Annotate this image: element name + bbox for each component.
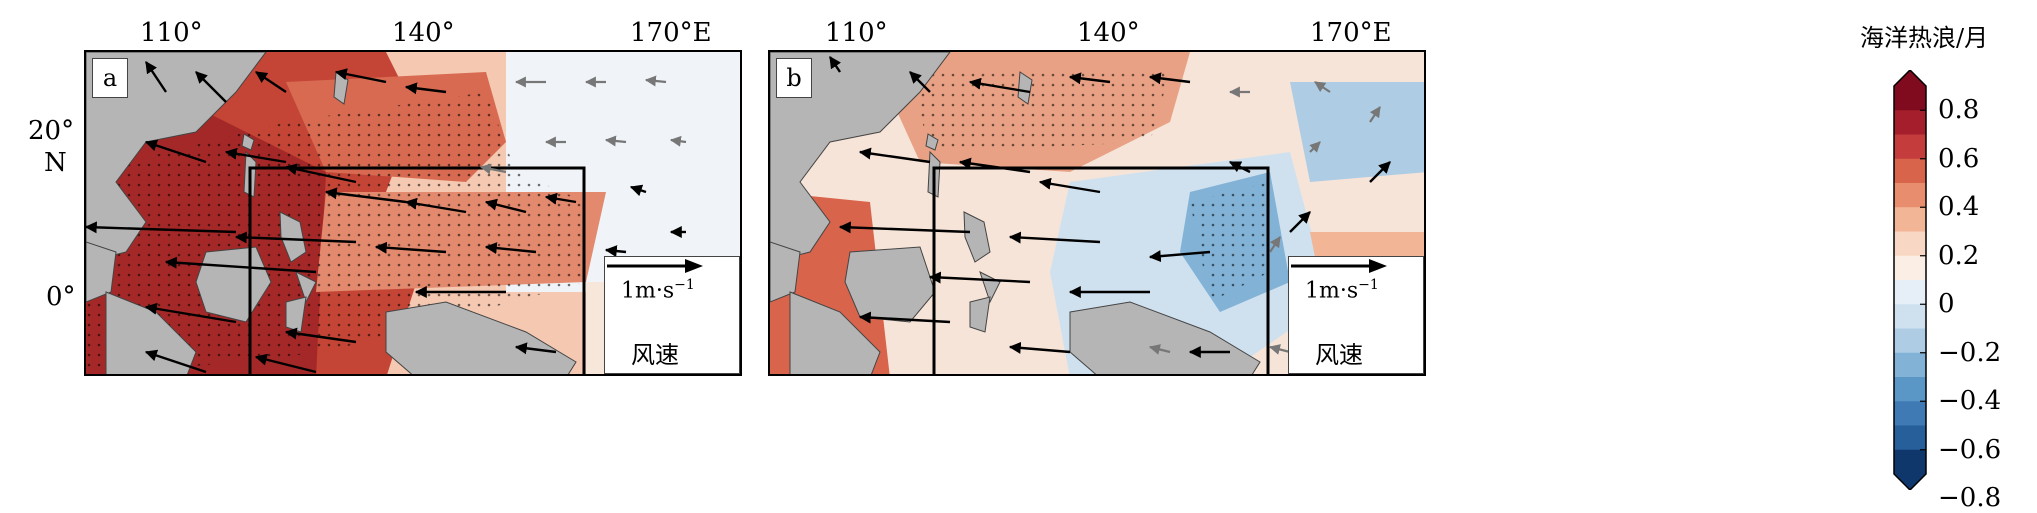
panel-b-land-sumatra — [789, 291, 881, 374]
panel-b-reference-vector: 1m·s−1 风速 — [1288, 256, 1424, 374]
panel-b-land-indochina — [770, 241, 801, 303]
panel-a-reference-speed-value: 1m·s — [621, 278, 675, 304]
panel-b-map — [770, 52, 1424, 374]
panel-a-land-newguinea — [385, 301, 577, 374]
panel-b-lon-tick-170: 170°E — [1310, 18, 1392, 48]
panel-a-land-luzon — [241, 133, 257, 198]
panel-a-lon-tick-110: 110° — [140, 18, 203, 48]
panel-a-land-philippines — [279, 211, 317, 304]
colorbar-tick-label: 0.2 — [1938, 240, 1980, 271]
panel-b-wind-vectors — [829, 56, 1412, 358]
panel-a-region-box — [248, 166, 586, 374]
colorbar-tick-label: 0.4 — [1938, 192, 1980, 223]
panel-a-lat-tick-20: 20° — [28, 116, 75, 146]
panel-a-reference-speed-exponent: −1 — [674, 277, 695, 293]
panel-b-lon-tick-110: 110° — [825, 18, 888, 48]
colorbar-tick-label: −0.8 — [1938, 483, 2002, 513]
panel-b-land-taiwan — [1017, 71, 1033, 105]
colorbar-segment — [1894, 134, 1926, 160]
panel-a-land-indochina — [86, 241, 117, 303]
colorbar-segment — [1894, 207, 1926, 232]
colorbar-segment — [1894, 328, 1926, 354]
panel-a-lat-tick-0: 0° — [46, 282, 76, 312]
colorbar-segment — [1894, 231, 1926, 257]
panel-b-reference-arrow — [1291, 259, 1387, 273]
panel-b-label: b — [776, 58, 812, 98]
panel-a-lat-unit: N — [44, 148, 67, 178]
colorbar-segment — [1894, 255, 1926, 281]
panel-b-lon-tick-140: 140° — [1077, 18, 1140, 48]
panel-a-map — [86, 52, 740, 374]
colorbar-segment — [1894, 401, 1926, 426]
panel-a-reference-arrow — [607, 259, 703, 273]
panel-b-reference-speed: 1m·s−1 — [1305, 277, 1379, 303]
colorbar-tick-label: −0.4 — [1938, 386, 2002, 417]
panel-b-stipple — [910, 72, 1270, 302]
panel-b-land-celebes — [969, 296, 991, 333]
colorbar-tick-label: 0.8 — [1938, 95, 1980, 126]
panel-a-label: a — [92, 58, 128, 98]
colorbar-segment — [1894, 280, 1926, 305]
panel-a-lon-tick-170: 170°E — [630, 18, 712, 48]
colorbar-segment — [1894, 425, 1926, 451]
panel-b-cool-east — [1290, 82, 1424, 182]
colorbar-segment — [1894, 183, 1926, 208]
colorbar-segment — [1894, 352, 1926, 378]
colorbar-outline — [1893, 70, 1927, 490]
panel-a-wind-vectors — [86, 61, 686, 374]
panel-a-reference-vector: 1m·s−1 风速 — [604, 256, 740, 374]
panel-b-land-luzon — [925, 133, 941, 198]
colorbar-extend-top — [1894, 70, 1926, 86]
colorbar-extend-bottom — [1894, 474, 1926, 490]
panel-b-land-newguinea — [1069, 301, 1261, 374]
colorbar-tick-label: 0 — [1938, 289, 1955, 320]
panel-a-reference-label: 风速 — [631, 341, 679, 369]
colorbar-segment — [1894, 110, 1926, 135]
panel-a-reference-speed: 1m·s−1 — [621, 277, 695, 303]
panel-b-reference-label: 风速 — [1315, 341, 1363, 369]
panel-b-map-frame: b 1m·s−1 风速 — [768, 50, 1426, 376]
colorbar-title: 海洋热浪/月 — [1860, 24, 1989, 52]
panel-b-land-borneo — [844, 246, 936, 323]
colorbar-segment — [1894, 158, 1926, 184]
colorbar-segment — [1894, 377, 1926, 402]
colorbar-bar — [1893, 70, 1927, 490]
panel-b-reference-speed-exponent: −1 — [1358, 277, 1379, 293]
panel-a-land-celebes — [285, 296, 307, 333]
colorbar-tick-label: 0.6 — [1938, 143, 1980, 174]
colorbar-tick-label: −0.6 — [1938, 434, 2002, 465]
colorbar-segment — [1894, 86, 1926, 111]
panel-a-map-frame: a 1m·s−1 风速 — [84, 50, 742, 376]
colorbar-segment — [1894, 304, 1926, 329]
panel-b-reference-speed-value: 1m·s — [1305, 278, 1359, 304]
colorbar-tick-label: −0.2 — [1938, 337, 2002, 368]
panel-b-wind-vectors-grey — [1148, 81, 1381, 355]
panel-a-lon-tick-140: 140° — [392, 18, 455, 48]
colorbar-segment — [1894, 449, 1926, 475]
